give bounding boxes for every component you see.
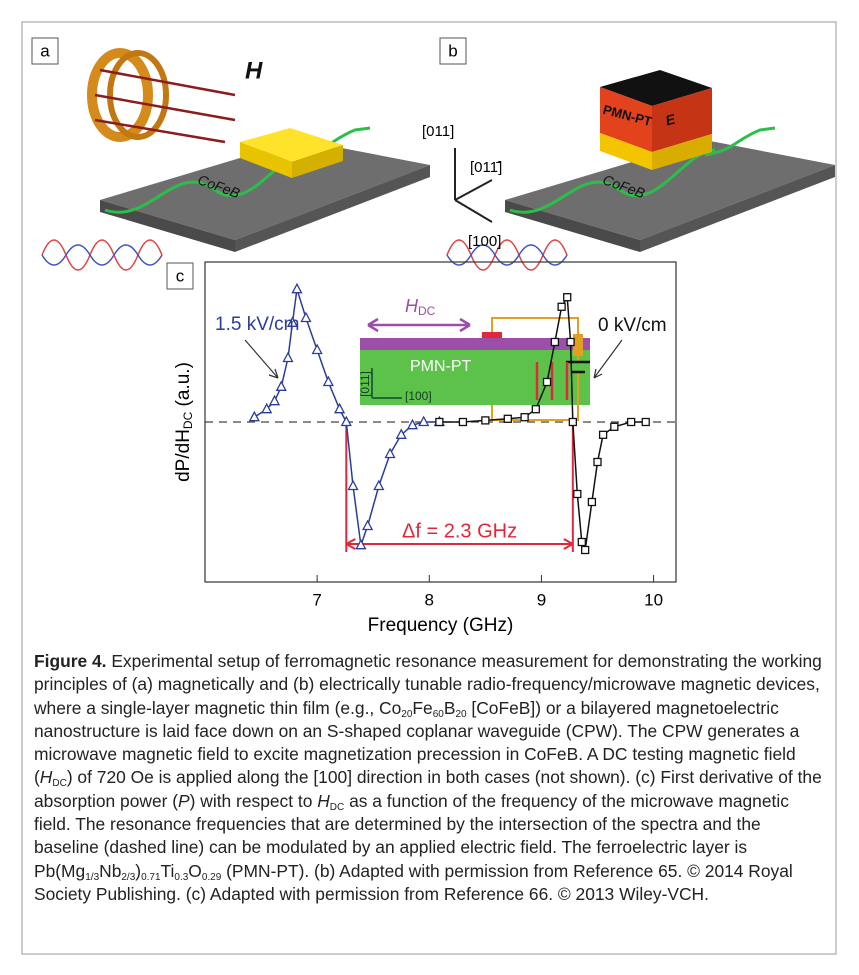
marker <box>504 415 511 422</box>
inset-field-main: H <box>405 296 419 316</box>
marker <box>611 423 618 430</box>
series-pointer <box>245 340 278 378</box>
marker <box>397 430 406 439</box>
caption-run: 20 <box>455 709 466 720</box>
x-tick-label: 10 <box>644 590 663 609</box>
marker <box>588 499 595 506</box>
marker <box>342 417 351 426</box>
x-tick-label: 7 <box>312 590 321 609</box>
x-axis-label: Frequency (GHz) <box>368 615 514 636</box>
marker <box>301 313 310 322</box>
inset-field-sub: DC <box>418 304 436 318</box>
caption-run: 0.3 <box>174 872 188 883</box>
axis-direction: [011] <box>422 123 454 140</box>
marker <box>600 431 607 438</box>
marker <box>594 459 601 466</box>
caption-run: DC <box>52 778 66 789</box>
caption-run: H <box>317 791 330 811</box>
marker <box>292 284 301 293</box>
marker <box>482 417 489 424</box>
marker <box>324 377 333 386</box>
y-label-unit: (a.u.) <box>173 362 194 412</box>
marker <box>569 419 576 426</box>
axis-direction: [011̄] <box>470 159 502 176</box>
caption-run: 20 <box>401 709 412 720</box>
marker <box>574 491 581 498</box>
marker <box>313 345 322 354</box>
inset-dir: [011] <box>358 371 372 397</box>
page: abHCoFeBCoFeBPMN-PTE[011][011̄][100]c789… <box>0 0 859 975</box>
marker <box>551 339 558 346</box>
y-label-main: dP/dH <box>173 429 194 482</box>
marker <box>642 419 649 426</box>
series-pointer <box>594 340 622 378</box>
caption-run: ) with respect to <box>190 791 318 811</box>
panel-label: b <box>448 41 457 60</box>
caption-run: 0.29 <box>202 872 221 883</box>
panel-a <box>42 53 430 270</box>
marker <box>270 396 279 405</box>
marker <box>374 481 383 490</box>
marker <box>283 353 292 362</box>
caption-run: 2/3 <box>121 872 135 883</box>
caption-run: DC <box>330 802 344 813</box>
inset <box>360 318 590 420</box>
marker <box>544 379 551 386</box>
caption-run: Ti <box>161 861 175 881</box>
y-label-sub: DC <box>181 411 195 429</box>
caption: Figure 4. Experimental setup of ferromag… <box>34 650 830 906</box>
caption-run: 1/3 <box>85 872 99 883</box>
marker <box>335 404 344 413</box>
caption-run: (PMN-PT). (b) Adapted with permission fr… <box>34 861 793 904</box>
caption-run: 0.71 <box>141 872 160 883</box>
delta-label: Δf = 2.3 GHz <box>402 520 517 542</box>
series-label: 1.5 kV/cm <box>215 314 299 335</box>
inset-layer: PMN-PT <box>410 358 472 375</box>
caption-run: Figure 4. <box>34 651 106 671</box>
marker <box>567 339 574 346</box>
caption-run: O <box>188 861 202 881</box>
caption-run: Fe <box>412 698 432 718</box>
marker <box>436 419 443 426</box>
marker <box>521 414 528 421</box>
y-axis-label: dP/dHDC (a.u.) <box>173 362 195 482</box>
marker <box>558 303 565 310</box>
caption-run: 60 <box>433 709 444 720</box>
marker <box>582 547 589 554</box>
marker <box>277 382 286 391</box>
panel-label: c <box>176 266 185 285</box>
marker <box>532 406 539 413</box>
caption-run: H <box>40 767 53 787</box>
marker <box>363 521 372 530</box>
marker <box>459 419 466 426</box>
panel-b <box>447 70 835 270</box>
inset-dir: [100] <box>405 389 432 403</box>
inset-field-label: HDC <box>405 296 436 318</box>
marker <box>250 412 259 421</box>
panel-label: a <box>40 41 50 60</box>
marker <box>564 294 571 301</box>
marker <box>628 419 635 426</box>
caption-run: B <box>444 698 456 718</box>
x-tick-label: 8 <box>425 590 434 609</box>
series-label: 0 kV/cm <box>598 315 667 336</box>
caption-run: P <box>178 791 190 811</box>
caption-run: Nb <box>99 861 121 881</box>
axis-direction: [100] <box>468 233 501 250</box>
field-label: H <box>245 57 263 84</box>
marker <box>349 481 358 490</box>
marker <box>578 539 585 546</box>
marker <box>386 449 395 458</box>
x-tick-label: 9 <box>537 590 546 609</box>
